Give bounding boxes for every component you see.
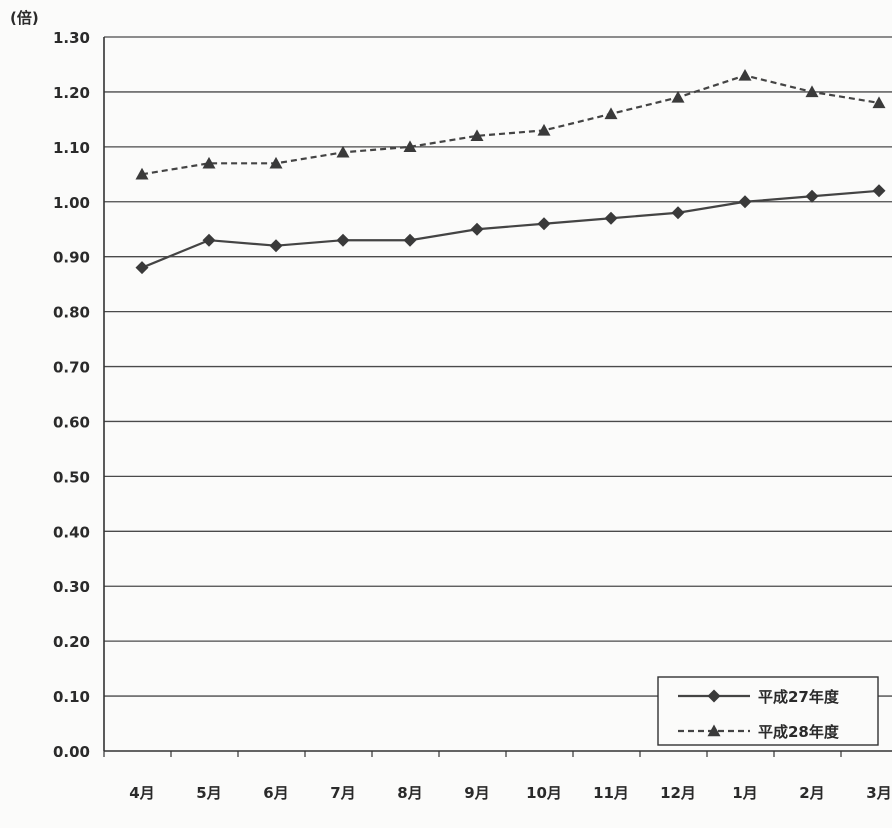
legend-label: 平成27年度 xyxy=(758,688,840,706)
data-point-diamond xyxy=(336,233,350,247)
y-tick-label: 1.20 xyxy=(53,84,90,102)
data-point-diamond xyxy=(604,211,618,225)
data-point-diamond xyxy=(202,233,216,247)
y-tick-labels: 0.00 0.10 0.20 0.30 0.40 0.50 0.60 0.70 0.80 0.90… xyxy=(53,29,90,761)
data-point-diamond xyxy=(805,189,819,203)
x-tick-label: 10月 xyxy=(526,784,562,802)
x-tick-label: 1月 xyxy=(732,784,757,802)
y-tick-label: 0.50 xyxy=(53,468,90,486)
data-point-triangle xyxy=(336,145,350,158)
x-tick-label: 4月 xyxy=(129,784,154,802)
x-tick-label: 8月 xyxy=(397,784,422,802)
data-point-triangle xyxy=(738,68,752,81)
y-tick-label: 0.40 xyxy=(53,523,90,541)
data-point-diamond xyxy=(403,233,417,247)
series-line xyxy=(141,74,880,176)
y-tick-label: 0.10 xyxy=(53,688,90,706)
data-point-triangle xyxy=(135,167,149,180)
y-tick-label: 1.10 xyxy=(53,139,90,157)
data-point-triangle xyxy=(202,156,216,169)
y-tick-label: 0.90 xyxy=(53,249,90,267)
x-tick-label: 6月 xyxy=(263,784,288,802)
x-tick-label: 12月 xyxy=(660,784,696,802)
data-point-triangle xyxy=(269,156,283,169)
data-point-diamond xyxy=(537,217,551,231)
legend-entry: 平成28年度 xyxy=(678,723,840,741)
axes xyxy=(103,37,892,757)
series-2 xyxy=(135,68,886,180)
data-point-diamond xyxy=(707,689,721,703)
data-point-triangle xyxy=(470,129,484,142)
legend-label: 平成28年度 xyxy=(758,723,840,741)
y-tick-label: 1.30 xyxy=(53,29,90,47)
x-tick-labels: 4月 5月 6月 7月 8月 9月 10月 11月 12月 1月 2月 3月 xyxy=(129,784,891,802)
legend-entry: 平成27年度 xyxy=(678,688,840,706)
data-point-triangle xyxy=(537,123,551,136)
data-point-diamond xyxy=(135,261,149,275)
series-1 xyxy=(135,184,886,275)
x-tick-label: 5月 xyxy=(196,784,221,802)
data-point-diamond xyxy=(269,239,283,253)
data-point-diamond xyxy=(872,184,886,198)
x-tick-label: 7月 xyxy=(330,784,355,802)
data-point-diamond xyxy=(470,222,484,236)
data-point-diamond xyxy=(671,206,685,220)
y-tick-label: 0.20 xyxy=(53,633,90,651)
x-tick-label: 3月 xyxy=(866,784,891,802)
y-tick-label: 0.60 xyxy=(53,413,90,431)
series-line xyxy=(141,189,880,269)
grid-lines xyxy=(104,36,892,697)
y-tick-label: 0.70 xyxy=(53,359,90,377)
y-tick-label: 0.00 xyxy=(53,743,90,761)
data-point-triangle xyxy=(604,107,618,120)
series-lines xyxy=(135,68,886,275)
y-tick-label: 0.30 xyxy=(53,578,90,596)
data-point-triangle xyxy=(872,96,886,109)
data-point-triangle xyxy=(805,85,819,98)
y-unit-label: (倍) xyxy=(10,9,39,27)
data-point-diamond xyxy=(738,195,752,209)
x-tick-label: 9月 xyxy=(464,784,489,802)
y-tick-label: 1.00 xyxy=(53,194,90,212)
y-tick-label: 0.80 xyxy=(53,304,90,322)
data-point-triangle xyxy=(707,724,721,737)
legend-box xyxy=(657,676,879,746)
data-point-triangle xyxy=(671,90,685,103)
x-tick-label: 2月 xyxy=(799,784,824,802)
data-point-triangle xyxy=(403,140,417,153)
x-tick-label: 11月 xyxy=(593,784,629,802)
